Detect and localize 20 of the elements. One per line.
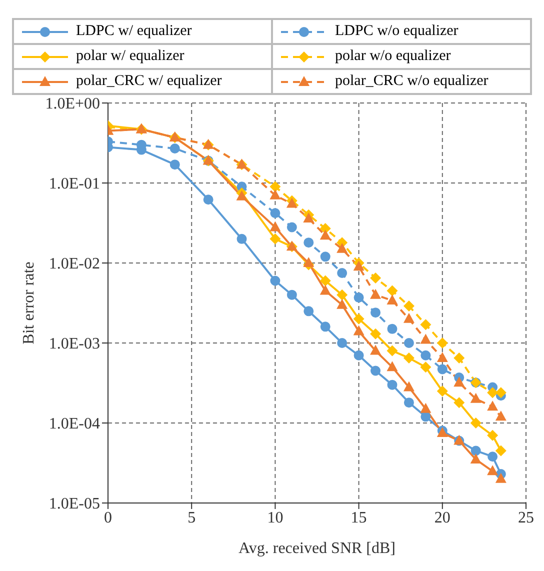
legend-label: polar_CRC w/ equalizer: [76, 73, 222, 90]
legend-label: polar w/ equalizer: [76, 48, 184, 65]
x-tick-label: 20: [434, 509, 450, 526]
x-axis-title: Avg. received SNR [dB]: [238, 540, 396, 557]
y-tick-label: 1.0E-04: [48, 416, 100, 433]
x-tick-label: 10: [267, 509, 284, 526]
x-tick-label: 5: [188, 509, 196, 526]
legend-label: LDPC w/ equalizer: [76, 23, 192, 40]
y-tick-label: 1.0E-01: [48, 176, 100, 193]
x-tick-label: 15: [350, 509, 367, 526]
legend-label: polar_CRC w/o equalizer: [335, 73, 488, 90]
y-tick-label: 1.0E-03: [48, 336, 100, 353]
y-tick-label: 1.0E-02: [48, 256, 100, 273]
y-tick-label: 1.0E+00: [45, 96, 100, 113]
y-axis-title: Bit error rate: [20, 262, 38, 344]
y-tick-label: 1.0E-05: [48, 496, 100, 513]
x-tick-label: 25: [518, 509, 534, 526]
legend-label: LDPC w/o equalizer: [335, 23, 458, 40]
legend-label: polar w/o equalizer: [335, 48, 451, 65]
x-tick-label: 0: [104, 509, 112, 526]
